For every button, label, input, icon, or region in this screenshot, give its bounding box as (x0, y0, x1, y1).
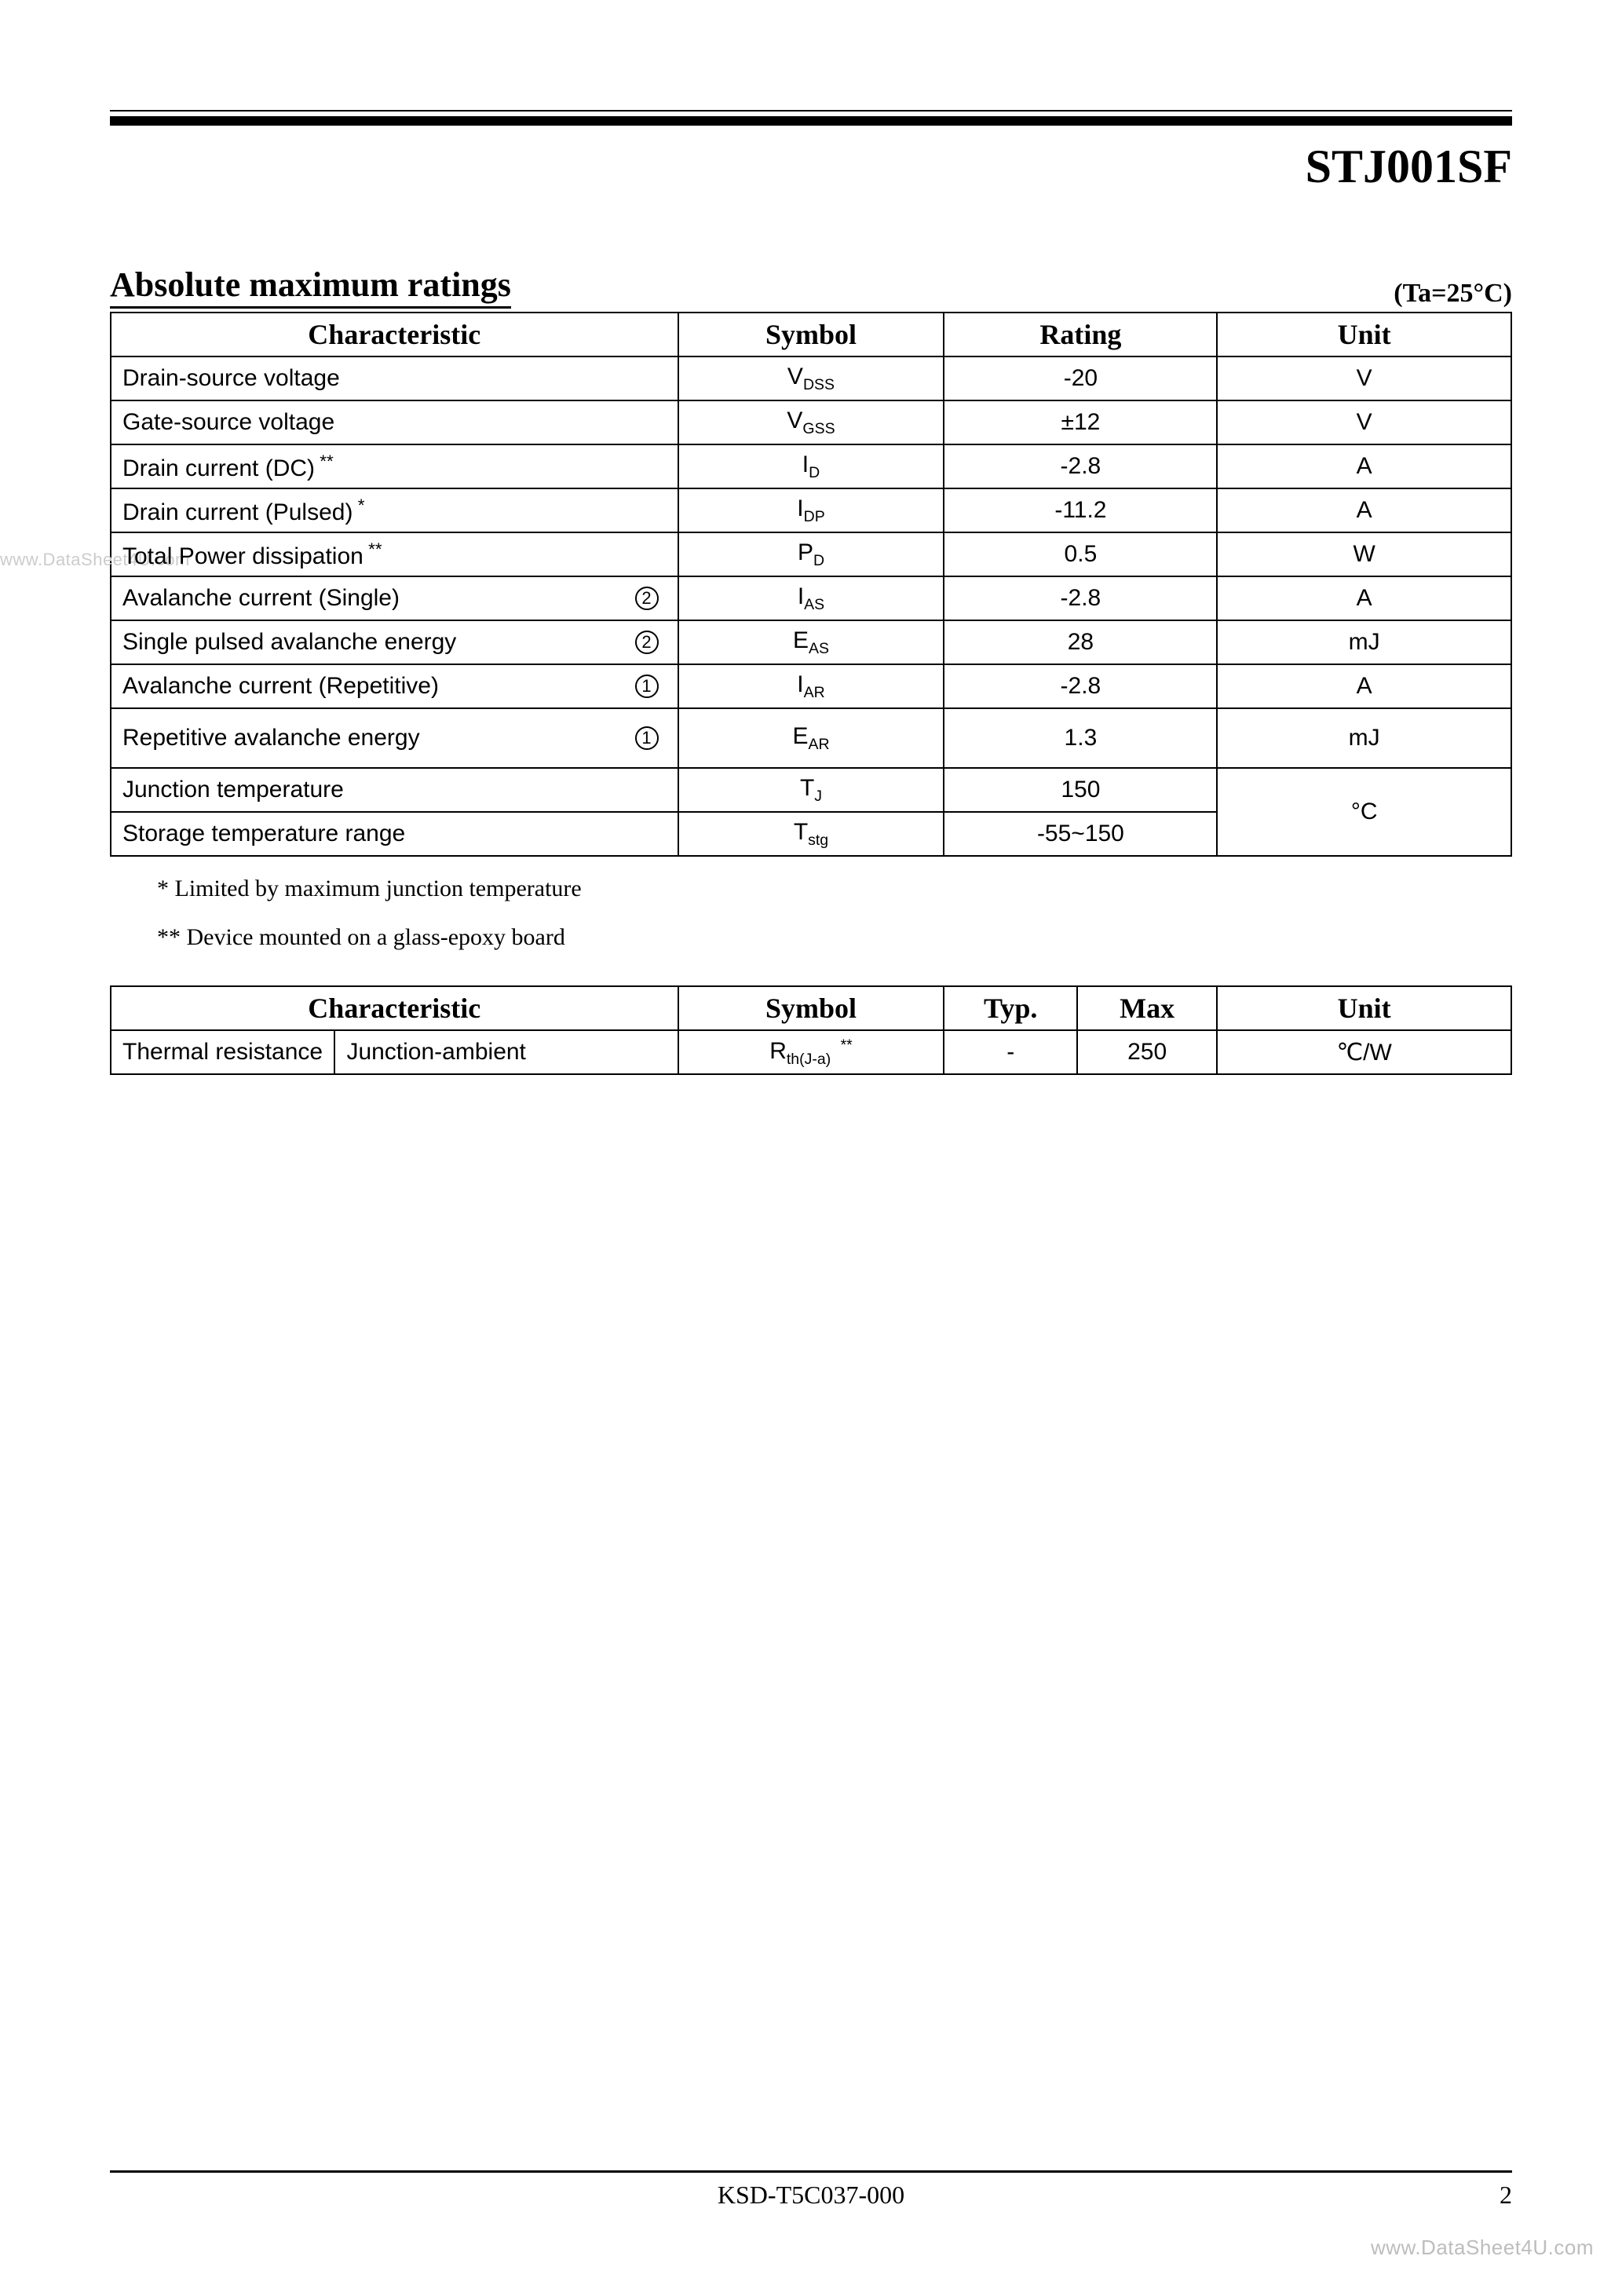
unit-cell: mJ (1217, 708, 1511, 768)
rating-cell: -2.8 (944, 664, 1217, 708)
table-row: Drain current (Pulsed) *IDP-11.2A (111, 488, 1511, 532)
table-row: Repetitive avalanche energy1EAR1.3mJ (111, 708, 1511, 768)
footer-doc-id: KSD-T5C037-000 (110, 2173, 1512, 2210)
symbol-cell: PD (678, 532, 944, 576)
rating-cell: 0.5 (944, 532, 1217, 576)
part-number: STJ001SF (110, 140, 1512, 194)
table-row: Total Power dissipation **PD0.5W (111, 532, 1511, 576)
section-title: Absolute maximum ratings (110, 265, 511, 309)
symbol-cell: ID (678, 444, 944, 488)
unit-cell: W (1217, 532, 1511, 576)
table-row: Thermal resistance Junction-ambient Rth(… (111, 1030, 1511, 1074)
symbol-cell: VDSS (678, 356, 944, 400)
characteristic-cell: Storage temperature range (111, 812, 678, 856)
rating-cell: 28 (944, 620, 1217, 664)
section-heading-row: Absolute maximum ratings (Ta=25°C) (110, 265, 1512, 309)
table-row: Gate-source voltageVGSS±12V (111, 400, 1511, 444)
unit-cell: °C (1217, 768, 1511, 856)
characteristic-cell: Gate-source voltage (111, 400, 678, 444)
unit-cell: V (1217, 400, 1511, 444)
table-header-row: CharacteristicSymbolTyp.MaxUnit (111, 986, 1511, 1030)
rating-cell: -11.2 (944, 488, 1217, 532)
top-thin-rule (110, 110, 1512, 112)
column-header: Max (1077, 986, 1217, 1030)
thermal-characteristic-2: Junction-ambient (334, 1030, 678, 1074)
unit-cell: V (1217, 356, 1511, 400)
table-row: Single pulsed avalanche energy2EAS28mJ (111, 620, 1511, 664)
table-header-row: CharacteristicSymbolRatingUnit (111, 313, 1511, 356)
datasheet-page: www.DataSheet4U.com STJ001SF Absolute ma… (0, 0, 1622, 2296)
symbol-cell: EAS (678, 620, 944, 664)
watermark-bottom-right: www.DataSheet4U.com (1371, 2236, 1594, 2260)
thermal-typ: - (944, 1030, 1076, 1074)
symbol-cell: EAR (678, 708, 944, 768)
symbol-cell: Tstg (678, 812, 944, 856)
rating-cell: -2.8 (944, 576, 1217, 620)
characteristic-cell: Junction temperature (111, 768, 678, 812)
thermal-table: CharacteristicSymbolTyp.MaxUnit Thermal … (110, 985, 1512, 1075)
unit-cell: A (1217, 576, 1511, 620)
thermal-unit: ℃/W (1217, 1030, 1511, 1074)
column-header: Rating (944, 313, 1217, 356)
column-header: Characteristic (111, 313, 678, 356)
page-footer: KSD-T5C037-000 2 (110, 2170, 1512, 2210)
characteristic-cell: Total Power dissipation ** (111, 532, 678, 576)
column-header: Symbol (678, 313, 944, 356)
footnotes: * Limited by maximum junction temperatur… (110, 876, 1512, 951)
symbol-cell: IAR (678, 664, 944, 708)
characteristic-cell: Avalanche current (Repetitive)1 (111, 664, 678, 708)
characteristic-cell: Drain current (DC) ** (111, 444, 678, 488)
footnote-2: ** Device mounted on a glass-epoxy board (157, 924, 1512, 951)
symbol-cell: IDP (678, 488, 944, 532)
characteristic-cell: Single pulsed avalanche energy2 (111, 620, 678, 664)
table-row: Drain current (DC) **ID-2.8A (111, 444, 1511, 488)
rating-cell: -55~150 (944, 812, 1217, 856)
rating-cell: ±12 (944, 400, 1217, 444)
top-thick-rule (110, 116, 1512, 126)
characteristic-cell: Drain-source voltage (111, 356, 678, 400)
unit-cell: A (1217, 488, 1511, 532)
column-header: Characteristic (111, 986, 678, 1030)
condition-label: (Ta=25°C) (1394, 279, 1512, 309)
thermal-symbol: Rth(J-a) ** (678, 1030, 944, 1074)
column-header: Typ. (944, 986, 1076, 1030)
rating-cell: -20 (944, 356, 1217, 400)
rating-cell: -2.8 (944, 444, 1217, 488)
table-row: Avalanche current (Single)2IAS-2.8A (111, 576, 1511, 620)
table-row: Junction temperatureTJ150°C (111, 768, 1511, 812)
unit-cell: A (1217, 664, 1511, 708)
rating-cell: 150 (944, 768, 1217, 812)
thermal-max: 250 (1077, 1030, 1217, 1074)
unit-cell: A (1217, 444, 1511, 488)
thermal-characteristic-1: Thermal resistance (111, 1030, 334, 1074)
rating-cell: 1.3 (944, 708, 1217, 768)
column-header: Unit (1217, 313, 1511, 356)
characteristic-cell: Repetitive avalanche energy1 (111, 708, 678, 768)
table-row: Avalanche current (Repetitive)1IAR-2.8A (111, 664, 1511, 708)
column-header: Symbol (678, 986, 944, 1030)
characteristic-cell: Avalanche current (Single)2 (111, 576, 678, 620)
ratings-table: CharacteristicSymbolRatingUnit Drain-sou… (110, 312, 1512, 857)
table-row: Drain-source voltageVDSS-20V (111, 356, 1511, 400)
column-header: Unit (1217, 986, 1511, 1030)
characteristic-cell: Drain current (Pulsed) * (111, 488, 678, 532)
symbol-cell: IAS (678, 576, 944, 620)
unit-cell: mJ (1217, 620, 1511, 664)
symbol-cell: TJ (678, 768, 944, 812)
symbol-cell: VGSS (678, 400, 944, 444)
footnote-1: * Limited by maximum junction temperatur… (157, 876, 1512, 902)
